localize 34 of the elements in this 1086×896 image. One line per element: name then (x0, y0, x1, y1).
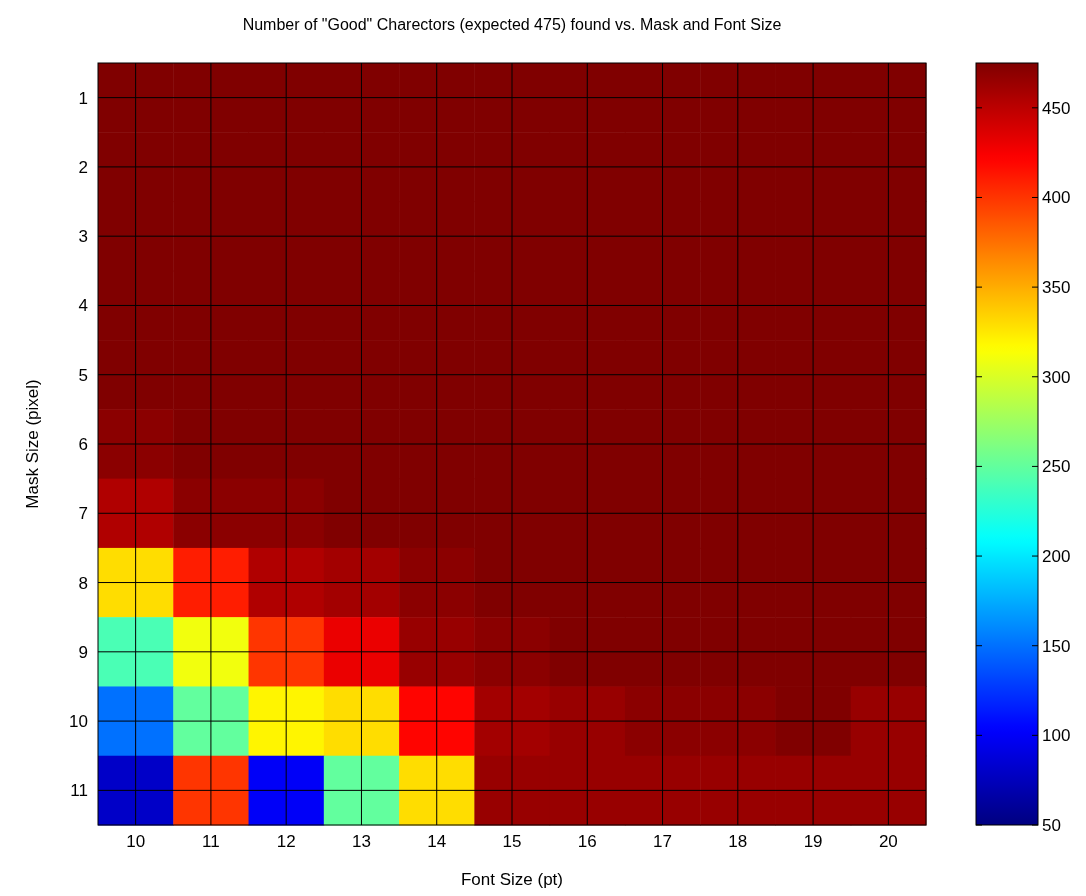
x-tick-label: 11 (202, 832, 220, 851)
y-tick-label: 7 (78, 504, 88, 524)
y-tick-label: 8 (78, 573, 88, 593)
color-bar-label: 200 (1042, 547, 1071, 567)
y-tick-label: 3 (78, 227, 88, 247)
y-axis-title: Mask Size (pixel) (23, 379, 42, 509)
y-tick-label: 5 (78, 365, 88, 385)
x-tick-label: 14 (427, 832, 447, 851)
color-bar-label: 400 (1042, 188, 1071, 208)
x-tick-label: 10 (126, 832, 146, 851)
x-tick-label: 18 (728, 832, 748, 851)
x-tick-label: 13 (351, 832, 371, 851)
color-bar-label: 50 (1042, 816, 1061, 835)
color-bar-label: 450 (1042, 98, 1071, 118)
color-bar-label: 350 (1042, 278, 1071, 298)
color-bar-label: 150 (1042, 636, 1071, 656)
y-tick-label: 4 (78, 296, 88, 316)
y-tick-label: 2 (78, 157, 88, 177)
x-tick-label: 12 (276, 832, 296, 851)
x-tick-label: 15 (502, 832, 522, 851)
x-tick-label: 17 (653, 832, 673, 851)
x-axis-title: Font Size (pt) (460, 870, 564, 889)
y-tick-label: 9 (78, 642, 88, 662)
color-bar-label: 300 (1042, 367, 1071, 387)
y-tick-label: 6 (78, 435, 88, 454)
x-tick-label: 19 (803, 832, 823, 851)
y-tick-label: 1 (78, 88, 88, 108)
color-bar-label: 250 (1042, 457, 1071, 477)
y-tick-label: 11 (70, 781, 88, 801)
color-bar-label: 100 (1042, 726, 1071, 746)
y-tick-label: 10 (69, 712, 88, 732)
x-tick-label: 16 (577, 832, 597, 851)
x-tick-label: 20 (878, 832, 898, 851)
chart-title: Number of "Good" Charectors (expected 475) found vs. Mask and Font Size (242, 16, 782, 33)
